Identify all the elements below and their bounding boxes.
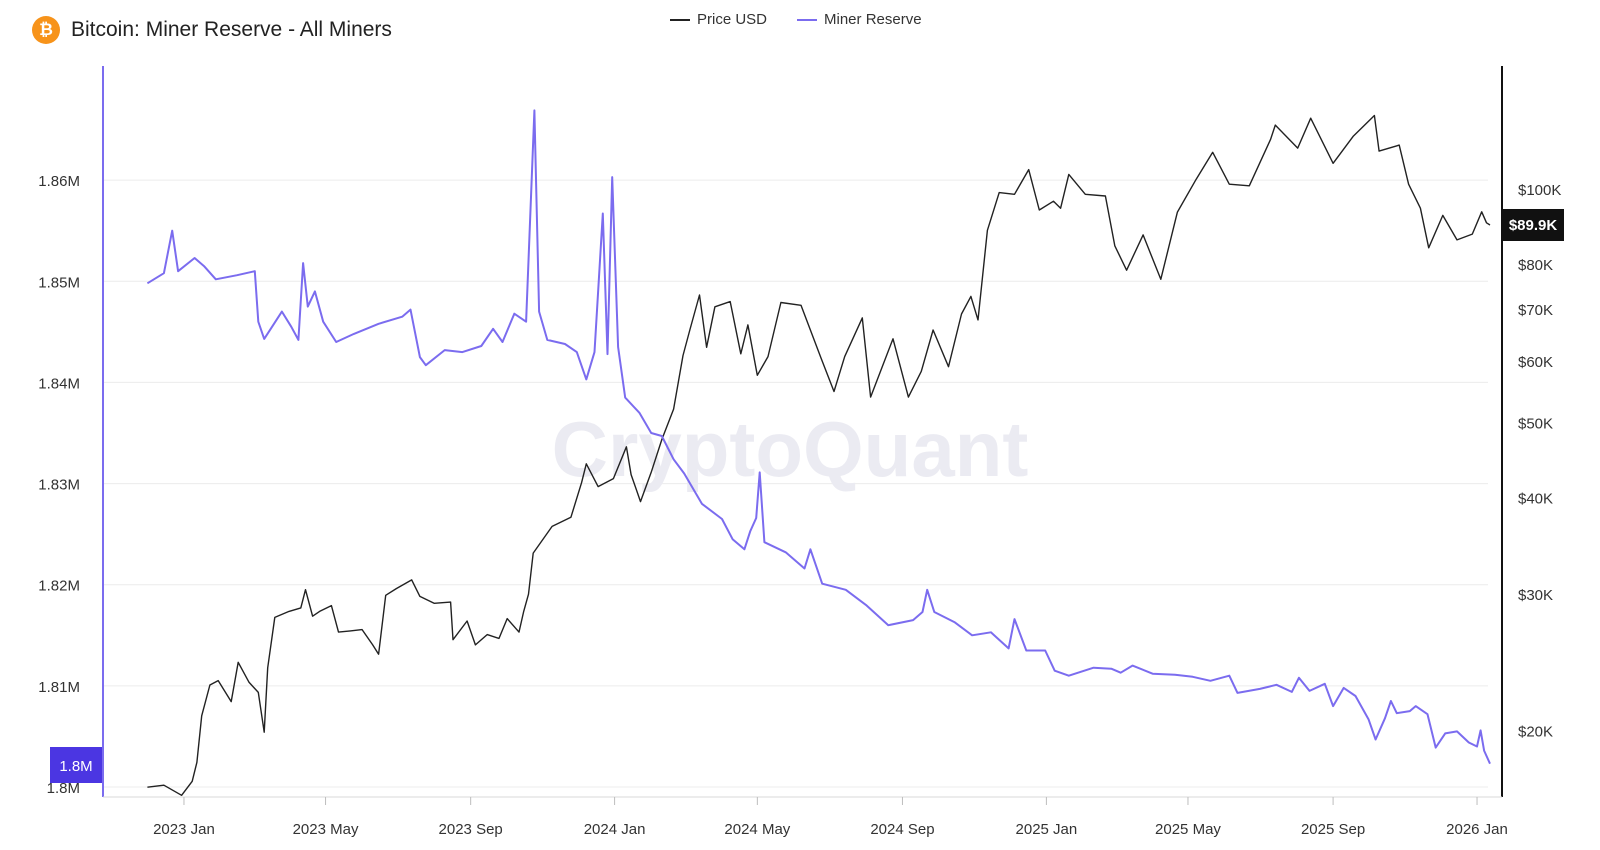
x-tick-label: 2024 Sep bbox=[870, 821, 934, 838]
right-tick-label: $40K bbox=[1518, 490, 1553, 507]
left-tick-label: 1.8M bbox=[47, 780, 80, 797]
miner-reserve-line[interactable] bbox=[146, 109, 1491, 765]
right-tick-label: $30K bbox=[1518, 587, 1553, 604]
legend-label-price: Price USD bbox=[697, 11, 768, 28]
value-badges: 1.8M $89.9K bbox=[50, 208, 1564, 783]
chart-header: ₿ Bitcoin: Miner Reserve - All Miners Pr… bbox=[0, 0, 1600, 58]
x-tick-label: 2023 Sep bbox=[439, 821, 503, 838]
right-tick-label: $20K bbox=[1518, 724, 1553, 741]
axes bbox=[102, 66, 1503, 798]
current-reserve-label: 1.8M bbox=[59, 758, 92, 775]
x-tick-label: 2023 Jan bbox=[153, 821, 215, 838]
right-tick-label: $100K bbox=[1518, 182, 1561, 199]
current-price-label: $89.9K bbox=[1509, 217, 1558, 234]
current-price-badge bbox=[1502, 208, 1564, 241]
left-tick-label: 1.83M bbox=[38, 477, 80, 494]
x-tick-label: 2023 May bbox=[293, 821, 359, 838]
x-tick-label: 2025 Jan bbox=[1016, 821, 1078, 838]
legend-label-miner-reserve: Miner Reserve bbox=[824, 11, 922, 28]
x-tick-label: 2025 Sep bbox=[1301, 821, 1365, 838]
price-usd-line[interactable] bbox=[147, 114, 1491, 796]
left-axis-ticks: 1.86M 1.85M 1.84M 1.83M 1.82M 1.81M 1.8M bbox=[38, 173, 80, 797]
right-tick-label: $80K bbox=[1518, 257, 1553, 274]
watermark: CryptoQuant bbox=[552, 405, 1029, 493]
x-tick-label: 2026 Jan bbox=[1446, 821, 1508, 838]
legend: Price USD Miner Reserve bbox=[670, 11, 922, 28]
x-tick-label: 2024 May bbox=[724, 821, 790, 838]
legend-item-miner-reserve[interactable]: Miner Reserve bbox=[797, 11, 922, 28]
left-tick-label: 1.85M bbox=[38, 274, 80, 291]
legend-item-price[interactable]: Price USD bbox=[670, 11, 767, 28]
left-tick-label: 1.86M bbox=[38, 173, 80, 190]
chart-title: Bitcoin: Miner Reserve - All Miners bbox=[71, 18, 392, 41]
x-tick-label: 2024 Jan bbox=[584, 821, 646, 838]
gridlines bbox=[103, 179, 1488, 788]
right-tick-label: $70K bbox=[1518, 302, 1553, 319]
right-tick-label: $50K bbox=[1518, 415, 1553, 432]
x-tick-label: 2025 May bbox=[1155, 821, 1221, 838]
left-tick-label: 1.84M bbox=[38, 375, 80, 392]
right-tick-label: $60K bbox=[1518, 354, 1553, 371]
bitcoin-icon: ₿ bbox=[32, 16, 60, 44]
legend-swatch-price bbox=[670, 18, 690, 21]
left-tick-label: 1.81M bbox=[38, 679, 80, 696]
x-axis-ticks: 2023 Jan 2023 May 2023 Sep 2024 Jan 2024 May… bbox=[153, 797, 1508, 838]
series-layer bbox=[146, 109, 1491, 796]
current-reserve-badge bbox=[50, 747, 102, 783]
right-axis-ticks: $100K $80K $70K $60K $50K $40K $30K $20K bbox=[1518, 182, 1561, 740]
legend-swatch-miner-reserve bbox=[797, 18, 818, 21]
left-tick-label: 1.82M bbox=[38, 578, 80, 595]
